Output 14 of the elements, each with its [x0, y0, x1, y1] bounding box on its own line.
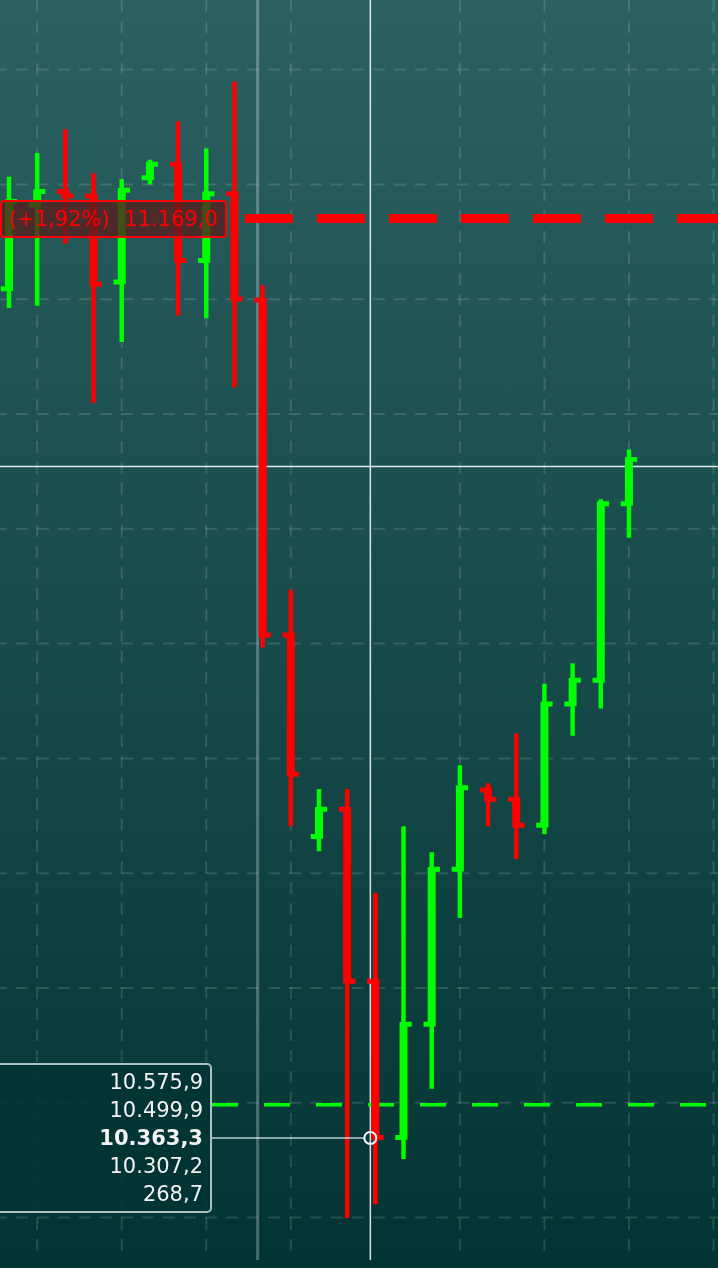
- candlestick: [620, 451, 638, 536]
- annotation: 10.575,9: [108, 1068, 203, 1096]
- candlestick: [592, 501, 610, 707]
- annotation: 268,7: [141, 1180, 203, 1208]
- candlestick: [479, 785, 497, 825]
- candlestick: [141, 161, 159, 183]
- annotation: (+1,92%) 11.169,0: [0, 199, 227, 238]
- annotation: 10.307,2: [108, 1152, 203, 1180]
- candlestick: [564, 665, 581, 734]
- candlestick: [254, 287, 271, 646]
- candlestick: [423, 854, 440, 1087]
- annotation: 10.363,3: [98, 1124, 203, 1152]
- candlestick: [451, 767, 469, 916]
- annotation: 10.499,9: [108, 1096, 203, 1124]
